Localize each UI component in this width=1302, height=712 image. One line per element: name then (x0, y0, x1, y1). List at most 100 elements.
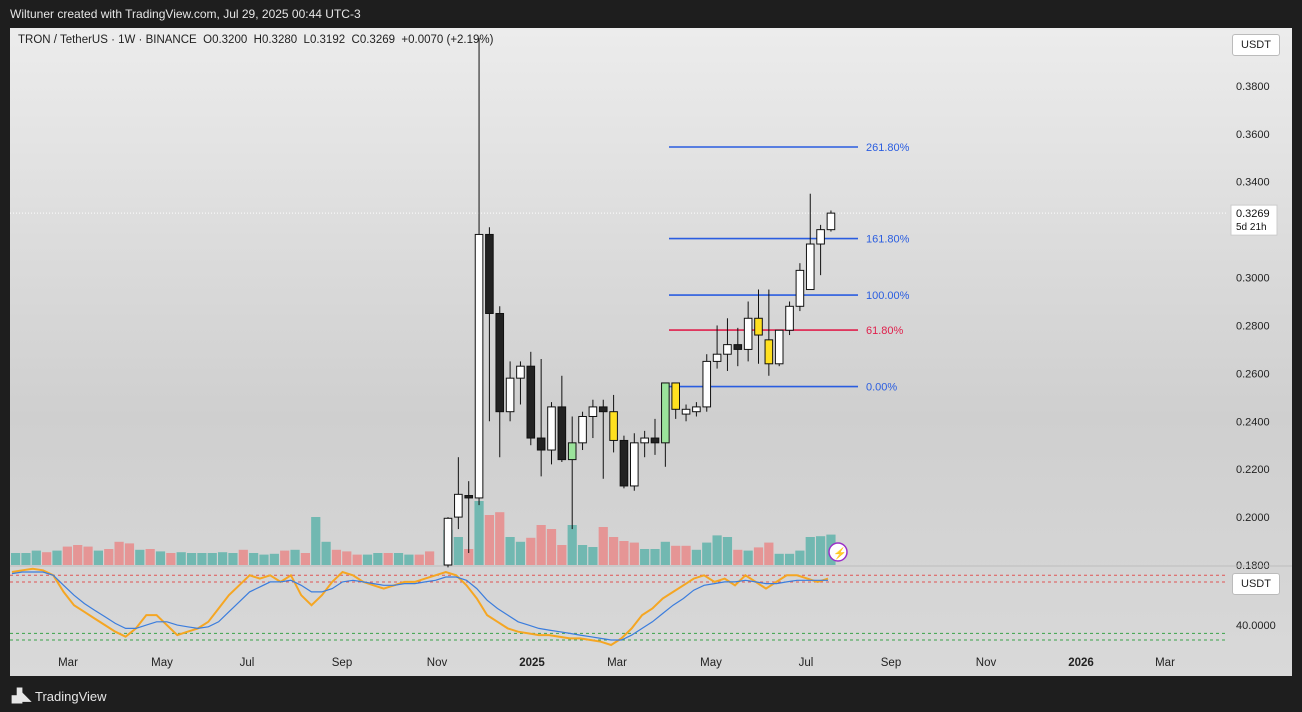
volume-bar (691, 549, 701, 565)
volume-bar (290, 549, 300, 565)
candle-body (630, 442, 639, 487)
candle-body (805, 243, 815, 291)
time-axis-label: Mar (607, 657, 627, 669)
volume-bar (546, 529, 557, 565)
candle-body (588, 406, 598, 417)
volume-bar (619, 541, 629, 565)
volume-bar (321, 541, 331, 565)
rsi-currency-button[interactable]: USDT (1232, 573, 1280, 595)
candle-body (785, 305, 794, 331)
time-axis-label: Nov (427, 657, 448, 669)
candle-body (578, 415, 587, 444)
candle-body (650, 437, 660, 444)
candle-body (464, 495, 473, 499)
lightning-glyph: ⚡ (833, 547, 847, 560)
price-tick-label: 0.2200 (1236, 464, 1270, 476)
price-tick-label: 0.3600 (1236, 129, 1270, 141)
time-axis-label: Sep (332, 657, 352, 669)
price-tick-label: 0.2400 (1236, 416, 1270, 428)
volume-bar (640, 549, 650, 565)
candle-body (712, 353, 722, 362)
candle-body (609, 411, 618, 441)
price-currency-button[interactable]: USDT (1232, 34, 1280, 56)
open-label: O (203, 34, 213, 46)
volume-bar (21, 553, 31, 565)
volume-bar (557, 545, 567, 565)
time-axis-label: Mar (58, 657, 78, 669)
volume-bar (536, 525, 546, 565)
volume-bar (311, 517, 321, 565)
volume-bar (681, 545, 691, 565)
fib-level-label: 100.00% (866, 290, 910, 302)
volume-bar (362, 554, 373, 565)
volume-bar (425, 551, 435, 565)
volume-bar (702, 542, 712, 565)
volume-bar (764, 542, 774, 565)
chart-panel[interactable] (10, 28, 1292, 676)
candle-body (443, 517, 453, 566)
volume-bar (135, 549, 145, 565)
volume-bar (609, 537, 619, 565)
close-value: 0.3269 (359, 34, 396, 46)
symbol-legend: TRON / TetherUS · 1W · BINANCE O0.3200 H… (18, 34, 493, 46)
close-label: C (351, 34, 360, 46)
volume-bar (83, 546, 93, 565)
price-tick-label: 0.3400 (1236, 177, 1270, 189)
candle-body (454, 493, 463, 518)
volume-bar (805, 537, 815, 565)
volume-bar (114, 541, 124, 565)
volume-bar (93, 550, 103, 565)
volume-bar (784, 553, 795, 565)
volume-bar (577, 545, 588, 565)
candle-body (619, 439, 629, 487)
volume-bar (280, 550, 290, 565)
fib-level-label: 0.00% (866, 382, 897, 394)
volume-bar (393, 553, 404, 565)
volume-bar (249, 553, 259, 565)
volume-bar (505, 537, 515, 565)
candle-body (474, 233, 484, 499)
fib-level-label: 161.80% (866, 234, 910, 246)
change-value: +0.0070 (+2.19%) (401, 34, 494, 46)
volume-bar (166, 553, 176, 565)
volume-bar (515, 541, 526, 565)
price-tick-label: 0.2800 (1236, 320, 1270, 332)
candle-body (505, 377, 515, 413)
volume-bar (650, 549, 660, 565)
volume-bar (52, 550, 62, 565)
rsi-series-line (11, 567, 829, 647)
candle-body (723, 344, 732, 355)
volume-bar (671, 545, 681, 565)
candle-body (485, 233, 494, 314)
volume-bar (588, 547, 598, 565)
footer-brand[interactable]: ▟◣ TradingView (12, 688, 107, 704)
candle-body (671, 382, 681, 410)
candle-body (795, 269, 805, 307)
low-value: 0.3192 (309, 34, 346, 46)
volume-bar (484, 515, 494, 565)
volume-bar (712, 535, 722, 565)
fib-level-label: 261.80% (866, 142, 910, 154)
last-price-label: 0.3269 (1236, 208, 1270, 220)
volume-bar (753, 547, 764, 565)
volume-bar (342, 551, 352, 565)
volume-bar (11, 553, 21, 565)
volume-bar (495, 512, 505, 565)
volume-bar (743, 550, 753, 565)
lightning-icon (828, 542, 848, 562)
volume-bar (660, 541, 670, 565)
candle-body (816, 229, 825, 245)
last-price-box (1230, 204, 1278, 236)
candle-body (764, 339, 774, 365)
candle-countdown: 5d 21h (1236, 222, 1267, 233)
candle-body (733, 344, 743, 350)
candle-body (661, 382, 670, 444)
volume-bar (453, 537, 463, 565)
volume-bar (238, 549, 248, 565)
volume-bar (186, 553, 197, 565)
volume-bar (42, 552, 52, 565)
time-axis-label: Jul (799, 657, 814, 669)
price-tick-label: 0.3800 (1236, 81, 1270, 93)
volume-bar (567, 525, 577, 565)
